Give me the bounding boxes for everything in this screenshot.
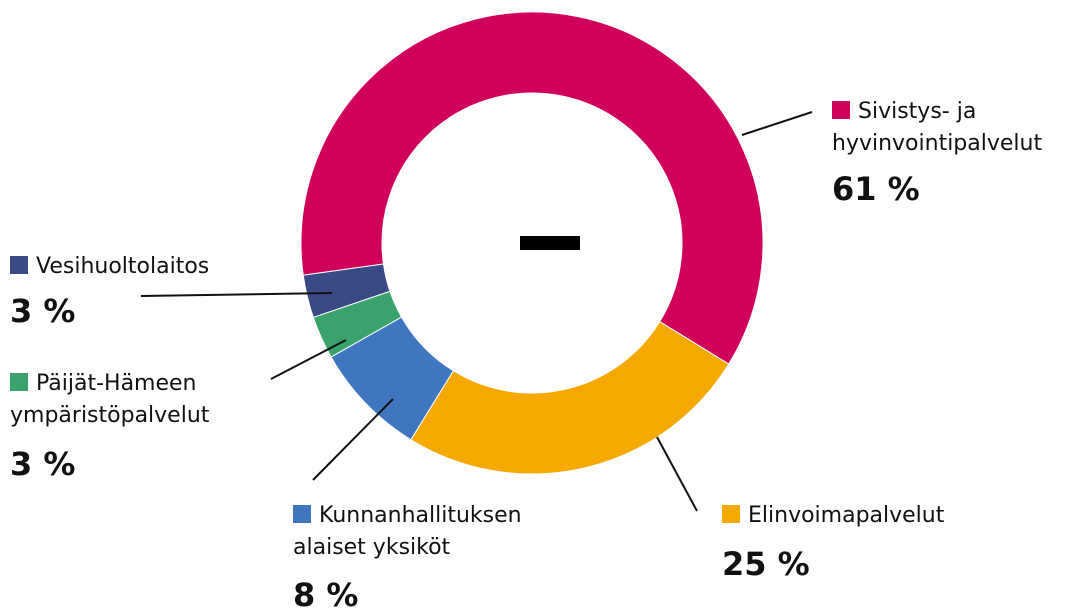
value-label: 61 % xyxy=(832,170,920,208)
legend-label: Vesihuoltolaitos xyxy=(36,254,210,279)
leader-line xyxy=(312,398,394,481)
leader-line xyxy=(270,339,347,380)
legend-entry: Kunnanhallituksen alaiset yksiköt xyxy=(293,500,573,564)
legend-label: Elinvoimapalvelut xyxy=(748,503,945,528)
donut-segment xyxy=(312,290,403,358)
legend-entry: Elinvoimapalvelut xyxy=(722,500,1022,532)
leader-line xyxy=(656,436,698,512)
value-label: 3 % xyxy=(10,292,76,330)
legend-entry: Vesihuoltolaitos xyxy=(10,251,310,283)
value-label: 25 % xyxy=(722,545,810,583)
value-label: 3 % xyxy=(10,445,76,483)
legend-swatch xyxy=(10,373,28,391)
legend-swatch xyxy=(293,505,311,523)
donut-segment xyxy=(300,11,764,365)
legend-swatch xyxy=(832,101,850,119)
center-dash xyxy=(520,236,580,250)
donut-segment xyxy=(410,320,730,475)
legend-entry: Päijät-Hämeen ympäristöpalvelut xyxy=(10,368,270,432)
leader-line xyxy=(140,292,333,297)
legend-label: Päijät-Hämeen ympäristöpalvelut xyxy=(10,371,210,428)
legend-label: Kunnanhallituksen alaiset yksiköt xyxy=(293,503,522,560)
legend-swatch xyxy=(722,505,740,523)
legend-entry: Sivistys- ja hyvinvointipalvelut xyxy=(832,96,1072,160)
legend-swatch xyxy=(10,256,28,274)
value-label: 8 % xyxy=(293,576,359,612)
leader-line xyxy=(741,111,813,136)
legend-label: Sivistys- ja hyvinvointipalvelut xyxy=(832,99,1043,156)
donut-segment xyxy=(330,316,455,441)
